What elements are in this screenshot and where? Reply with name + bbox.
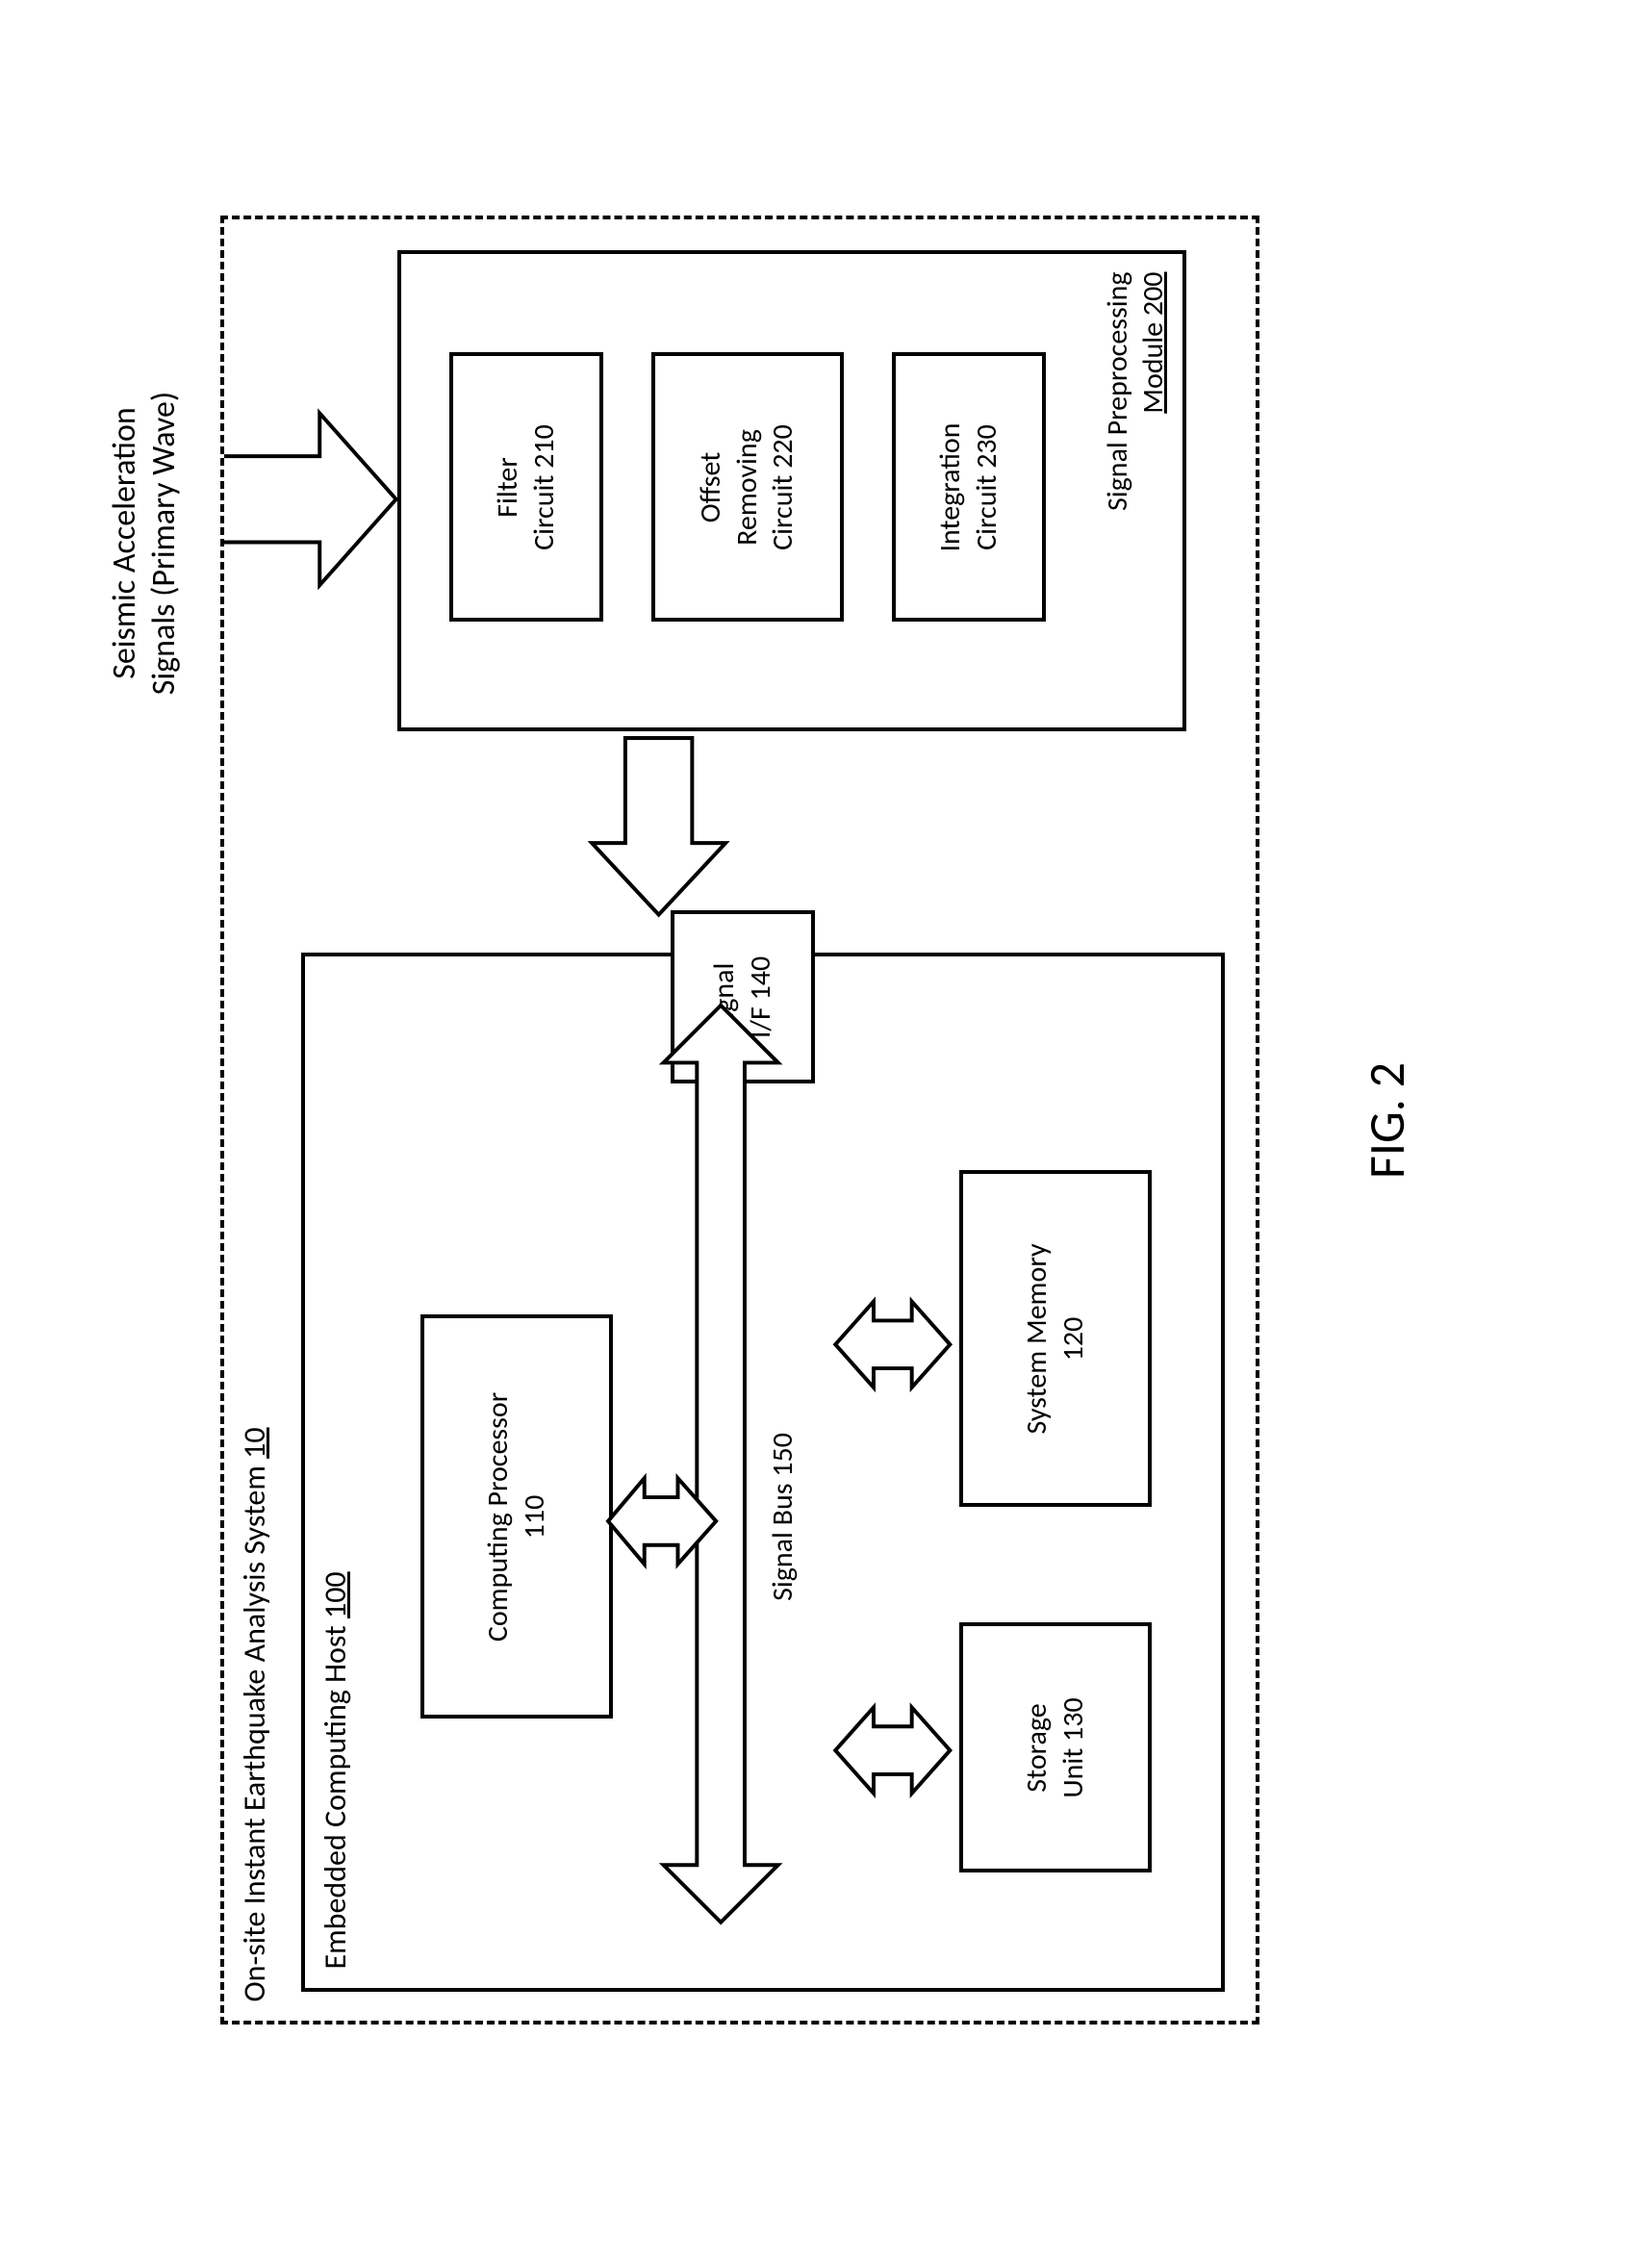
preproc-box: FilterCircuit 210 OffsetRemovingCircuit … (397, 251, 1186, 732)
offset-block: OffsetRemovingCircuit 220 (651, 353, 844, 623)
memory-block: System Memory120 (959, 1171, 1152, 1508)
system-box: On-site Instant Earthquake Analysis Syst… (220, 216, 1259, 2025)
host-title: Embedded Computing Host 100 (317, 1571, 354, 1969)
input-arrow (224, 414, 396, 586)
processor-block: Computing Processor110 (420, 1315, 613, 1719)
system-title: On-site Instant Earthquake Analysis Syst… (236, 1427, 273, 2001)
filter-block: FilterCircuit 210 (449, 353, 603, 623)
integration-block: IntegrationCircuit 230 (892, 353, 1046, 623)
preproc-to-if-arrow (592, 738, 725, 915)
preproc-title: Signal PreprocessingModule 200 (1100, 272, 1171, 511)
signal-bus-label: Signal Bus 150 (765, 1363, 801, 1671)
input-signal-label: Seismic AccelerationSignals (Primary Wav… (105, 274, 184, 813)
input-signal-text: Seismic AccelerationSignals (Primary Wav… (105, 392, 184, 695)
host-box: Embedded Computing Host 100 Computing Pr… (301, 954, 1225, 1993)
storage-block: StorageUnit 130 (959, 1623, 1152, 1873)
figure-label: FIG. 2 (1356, 1062, 1417, 1179)
signal-if-block: SignalI/F 140 (671, 911, 815, 1084)
